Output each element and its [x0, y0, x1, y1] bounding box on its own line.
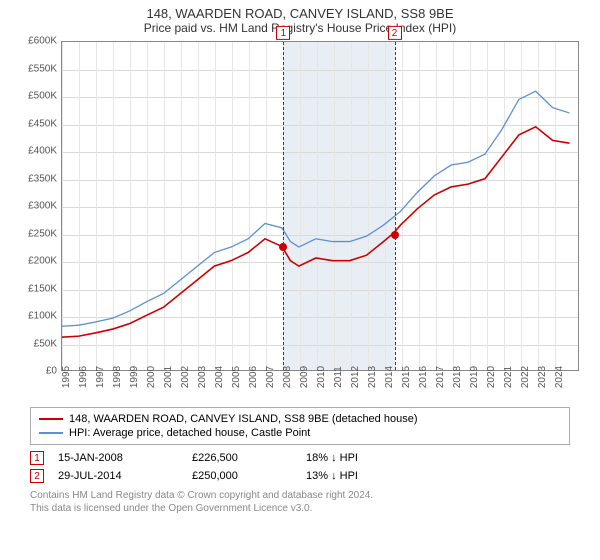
sale-diff: 13% ↓ HPI [306, 470, 358, 482]
x-tick: 2015 [401, 366, 412, 388]
sale-index-box: 1 [30, 451, 44, 465]
sale-marker: 2 [388, 26, 402, 40]
x-tick: 2009 [299, 366, 310, 388]
x-axis: 1995199619971998199920002001200220032004… [61, 371, 579, 401]
x-tick: 2007 [265, 366, 276, 388]
sale-row: 1 15-JAN-2008 £226,500 18% ↓ HPI [30, 449, 570, 467]
sale-index-box: 2 [30, 469, 44, 483]
legend-label: HPI: Average price, detached house, Cast… [69, 427, 310, 439]
sale-marker: 1 [276, 26, 290, 40]
x-tick: 2022 [520, 366, 531, 388]
x-tick: 1995 [61, 366, 72, 388]
sale-line [283, 42, 284, 370]
x-tick: 2024 [554, 366, 565, 388]
x-tick: 2018 [452, 366, 463, 388]
y-tick: £350K [28, 173, 57, 184]
x-tick: 1999 [129, 366, 140, 388]
x-tick: 1997 [95, 366, 106, 388]
plot-area: 12 [61, 41, 579, 371]
footer-line-1: Contains HM Land Registry data © Crown c… [30, 489, 570, 502]
y-tick: £450K [28, 118, 57, 129]
legend-row: 148, WAARDEN ROAD, CANVEY ISLAND, SS8 9B… [39, 412, 561, 426]
sale-diff: 18% ↓ HPI [306, 452, 358, 464]
x-tick: 2005 [231, 366, 242, 388]
x-tick: 2014 [384, 366, 395, 388]
x-tick: 2003 [197, 366, 208, 388]
x-tick: 2011 [333, 366, 344, 388]
y-axis: £0£50K£100K£150K£200K£250K£300K£350K£400… [21, 41, 61, 371]
y-tick: £300K [28, 201, 57, 212]
sale-row: 2 29-JUL-2014 £250,000 13% ↓ HPI [30, 467, 570, 485]
sale-date: 15-JAN-2008 [58, 452, 178, 464]
chart-lines [62, 42, 578, 370]
x-tick: 2010 [316, 366, 327, 388]
x-tick: 2023 [537, 366, 548, 388]
x-tick: 2021 [503, 366, 514, 388]
x-tick: 1996 [78, 366, 89, 388]
x-tick: 2000 [146, 366, 157, 388]
x-tick: 2004 [214, 366, 225, 388]
y-tick: £200K [28, 256, 57, 267]
chart-title: 148, WAARDEN ROAD, CANVEY ISLAND, SS8 9B… [10, 6, 590, 21]
footer: Contains HM Land Registry data © Crown c… [30, 489, 570, 515]
legend-row: HPI: Average price, detached house, Cast… [39, 426, 561, 440]
x-tick: 2008 [282, 366, 293, 388]
footer-line-2: This data is licensed under the Open Gov… [30, 502, 570, 515]
x-tick: 2012 [350, 366, 361, 388]
x-tick: 2019 [469, 366, 480, 388]
sales-table: 1 15-JAN-2008 £226,500 18% ↓ HPI 2 29-JUL-201… [30, 449, 570, 485]
x-tick: 2001 [163, 366, 174, 388]
x-tick: 2017 [435, 366, 446, 388]
x-tick: 2002 [180, 366, 191, 388]
sale-price: £226,500 [192, 452, 292, 464]
legend: 148, WAARDEN ROAD, CANVEY ISLAND, SS8 9B… [30, 407, 570, 445]
y-tick: £550K [28, 63, 57, 74]
x-tick: 2006 [248, 366, 259, 388]
x-tick: 2020 [486, 366, 497, 388]
y-tick: £400K [28, 146, 57, 157]
sale-price: £250,000 [192, 470, 292, 482]
chart: £0 £50K £100K £150K £200K £250K £300K £350K £400… [21, 41, 579, 401]
sale-date: 29-JUL-2014 [58, 470, 178, 482]
y-tick: £500K [28, 91, 57, 102]
legend-label: 148, WAARDEN ROAD, CANVEY ISLAND, SS8 9B… [69, 413, 417, 425]
legend-swatch [39, 432, 63, 434]
sale-line [395, 42, 396, 370]
x-tick: 2013 [367, 366, 378, 388]
x-tick: 1998 [112, 366, 123, 388]
y-tick: £600K [28, 36, 57, 47]
y-tick: £150K [28, 283, 57, 294]
sale-dot [391, 231, 399, 239]
y-tick: £50K [34, 338, 57, 349]
sale-dot [279, 243, 287, 251]
chart-subtitle: Price paid vs. HM Land Registry's House … [10, 21, 590, 35]
x-tick: 2016 [418, 366, 429, 388]
legend-swatch [39, 418, 63, 420]
y-tick: £250K [28, 228, 57, 239]
series-hpi [62, 91, 570, 326]
y-tick: £0 [46, 366, 57, 377]
y-tick: £100K [28, 311, 57, 322]
